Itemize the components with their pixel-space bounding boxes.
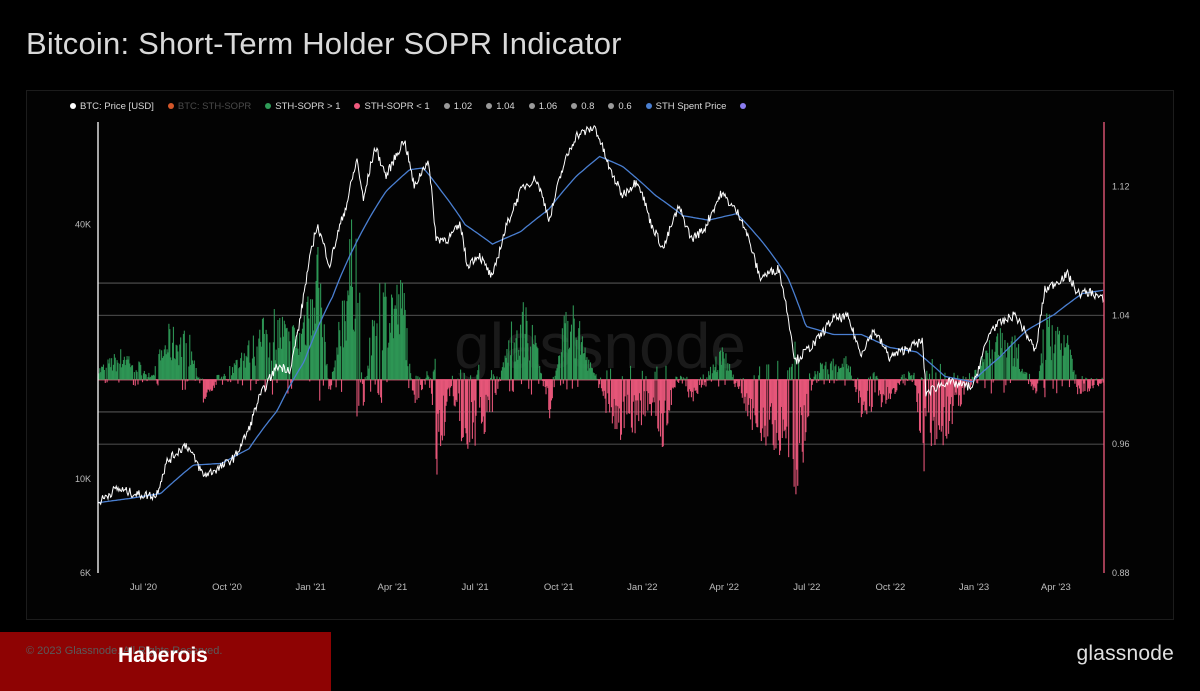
legend-dot-icon (167, 103, 174, 109)
legend-item[interactable]: 0.8 (571, 101, 594, 112)
legend-item[interactable] (740, 103, 750, 109)
left-axis-tick-label: 40K (75, 220, 91, 230)
watermark-text: glassnode (454, 310, 746, 382)
x-axis-tick-label: Oct '22 (876, 582, 906, 593)
chart-legend: BTC: Price [USD] BTC: STH-SOPR STH-SOPR > … (70, 99, 750, 113)
legend-label: 1.04 (496, 100, 515, 112)
legend-dot-icon (740, 103, 747, 109)
legend-dot-icon (528, 103, 535, 109)
legend-item[interactable]: 0.6 (608, 100, 632, 112)
right-axis-tick-label: 0.96 (1112, 439, 1130, 449)
brand-label: Haberois (118, 644, 208, 667)
legend-dot-icon (486, 103, 493, 109)
x-axis-tick-label: Oct '20 (212, 582, 242, 593)
legend-label: BTC: Price [USD] (80, 100, 154, 112)
legend-item[interactable]: STH Spent Price (645, 100, 727, 112)
x-axis-tick-label: Apr '22 (709, 582, 739, 593)
legend-label: STH-SOPR > 1 (275, 100, 341, 112)
right-axis-tick-label: 1.12 (1112, 181, 1130, 191)
x-axis-tick-label: Jan '22 (627, 582, 657, 593)
legend-label: 1.06 (538, 100, 558, 112)
x-axis-tick-label: Jul '21 (462, 582, 489, 593)
legend-item[interactable]: BTC: STH-SOPR (167, 100, 252, 112)
legend-label: 0.8 (581, 100, 595, 112)
x-axis-tick-label: Apr '23 (1041, 582, 1071, 593)
legend-item[interactable]: 1.02 (443, 100, 473, 112)
brand-footer-bar (0, 632, 331, 691)
page-title: Bitcoin: Short-Term Holder SOPR Indicato… (26, 26, 622, 61)
sth-spent-price-line (97, 155, 1104, 504)
x-axis-tick-label: Jan '23 (959, 582, 989, 593)
legend-item[interactable]: BTC: Price [USD] (70, 101, 154, 112)
legend-item[interactable]: STH-SOPR < 1 (354, 100, 430, 112)
x-axis-tick-label: Jul '20 (130, 582, 157, 593)
x-axis-tick-label: Oct '21 (544, 582, 574, 593)
legend-label: BTC: STH-SOPR (177, 100, 252, 112)
left-axis-tick-label: 6K (80, 568, 91, 578)
footer-logo: glassnode (1076, 642, 1174, 665)
legend-dot-icon (645, 103, 652, 109)
x-axis-tick-label: Jan '21 (295, 582, 325, 593)
legend-label: 0.6 (618, 100, 632, 112)
legend-label: STH-SOPR < 1 (364, 100, 430, 112)
legend-label: STH Spent Price (655, 100, 727, 112)
right-axis-tick-label: 1.04 (1112, 310, 1130, 320)
legend-dot-icon (571, 103, 578, 109)
x-axis-tick-label: Jul '22 (793, 582, 820, 593)
copyright-text: © 2023 Glassnode. All Rights Reserved. (26, 645, 223, 657)
legend-dot-icon (265, 103, 272, 109)
legend-item[interactable]: 1.06 (528, 100, 558, 112)
legend-item[interactable]: STH-SOPR > 1 (265, 101, 340, 112)
btc-price-line (97, 125, 1105, 506)
x-axis-tick-label: Apr '21 (378, 582, 408, 593)
legend-dot-icon (443, 103, 450, 109)
legend-dot-icon (354, 103, 361, 109)
right-axis-tick-label: 0.88 (1112, 568, 1130, 578)
legend-dot-icon (608, 103, 615, 109)
legend-item[interactable]: 1.04 (486, 101, 515, 112)
left-axis-tick-label: 10K (75, 474, 91, 484)
legend-label: 1.02 (453, 100, 473, 112)
legend-dot-icon (70, 103, 76, 109)
